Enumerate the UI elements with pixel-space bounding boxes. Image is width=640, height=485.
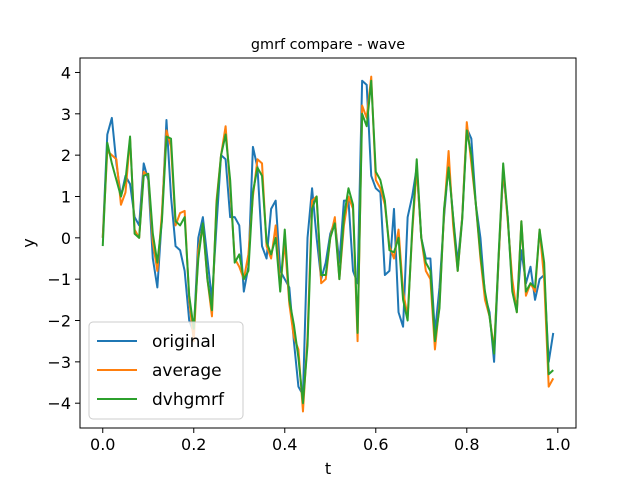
x-tick-label: 1.0 — [545, 435, 570, 454]
legend-label-original: original — [152, 332, 216, 352]
y-tick-label: 2 — [61, 146, 71, 165]
x-tick-label: 0.8 — [454, 435, 479, 454]
chart-title: gmrf compare - wave — [251, 37, 405, 53]
series-layer — [101, 75, 555, 413]
ticks-layer: 0.0 0.2 0.4 0.6 0.8 1.0 −4 −3 −2 −1 0 1 2 3 4 — [47, 63, 570, 454]
plot-frame — [79, 57, 577, 429]
x-axis-label: t — [325, 459, 331, 478]
legend-box — [88, 321, 244, 420]
y-tick-label: 4 — [61, 63, 71, 82]
x-tick-label: 0.2 — [181, 435, 206, 454]
legend-label-average: average — [152, 361, 222, 381]
y-tick-label: 3 — [61, 105, 71, 124]
y-tick-label: −2 — [47, 312, 71, 331]
legend-label-dvhgmrf: dvhgmrf — [152, 390, 225, 410]
y-tick-label: −1 — [47, 270, 71, 289]
x-tick-label: 0.0 — [90, 435, 115, 454]
x-tick-label: 0.6 — [363, 435, 388, 454]
y-tick-label: −3 — [47, 353, 71, 372]
y-tick-label: 1 — [61, 187, 71, 206]
y-axis-label: y — [19, 238, 38, 247]
y-tick-label: −4 — [47, 394, 71, 413]
series-line-dvhgmrf — [101, 79, 554, 405]
legend: original average dvhgmrf — [88, 321, 244, 420]
y-tick-label: 0 — [61, 229, 71, 248]
x-tick-label: 0.4 — [272, 435, 297, 454]
